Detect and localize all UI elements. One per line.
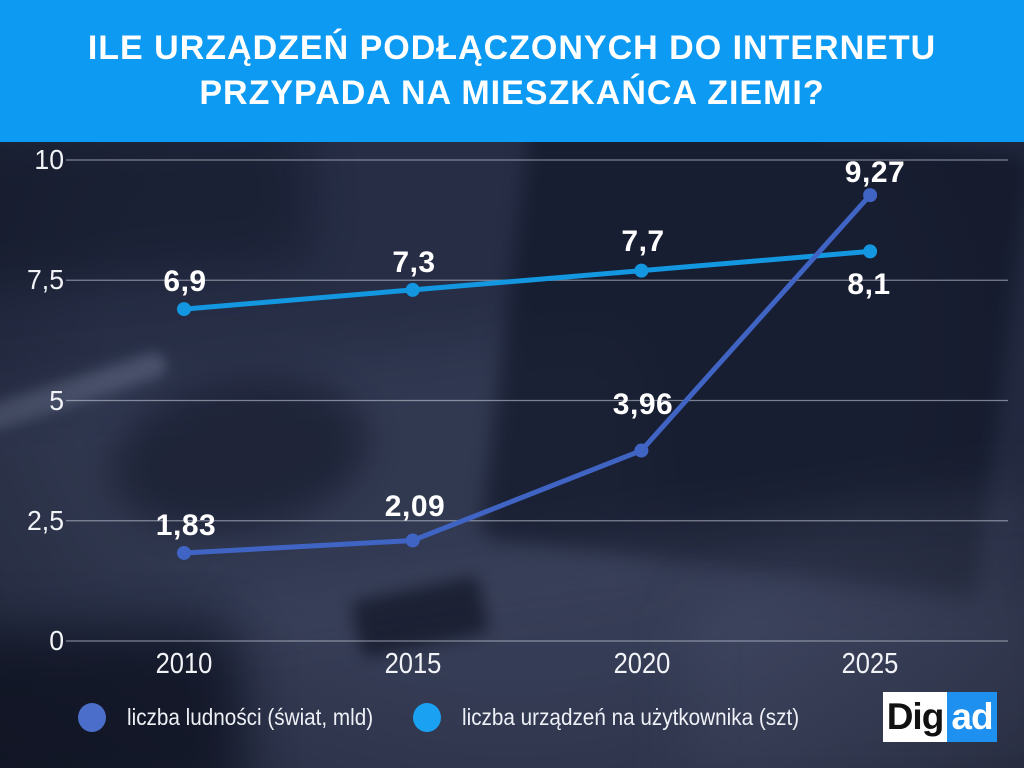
x-label-2025: 2025: [841, 648, 899, 680]
background-shadow-bottom-left: [0, 630, 240, 768]
digad-logo: Dig ad: [883, 692, 997, 742]
point-label-6-9: 6,9: [163, 265, 207, 298]
y-tick-10: 10: [34, 144, 64, 175]
point-label-8-1: 8,1: [847, 268, 891, 301]
x-label-2015: 2015: [384, 648, 442, 680]
y-tick-2-5: 2,5: [27, 505, 64, 536]
data-point-series-1-2020[interactable]: [634, 263, 649, 278]
legend-marker-devices-icon: [413, 703, 441, 732]
x-label-2010: 2010: [155, 648, 213, 680]
point-label-3-96: 3,96: [612, 388, 674, 421]
chart-title-line-2: PRZYPADA NA MIESZKAŃCA ZIEMI?: [199, 74, 825, 112]
data-point-series-1-2010[interactable]: [177, 302, 191, 317]
data-point-series-1-2025[interactable]: [863, 244, 878, 259]
series-line-0: [181, 192, 873, 556]
point-label-1-83: 1,83: [155, 509, 217, 542]
digad-logo-ad: ad: [947, 692, 997, 742]
series-line-1: [181, 248, 873, 312]
x-label-2020: 2020: [613, 648, 671, 680]
data-point-series-0-2010[interactable]: [177, 545, 191, 560]
point-label-9-27: 9,27: [844, 156, 906, 189]
legend-label-devices: liczba urządzeń na użytkownika (szt): [462, 704, 800, 730]
point-label-2-09: 2,09: [384, 490, 446, 523]
legend-marker-population-icon: [78, 703, 106, 732]
data-point-series-0-2025[interactable]: [863, 188, 878, 203]
y-tick-5: 5: [49, 385, 64, 416]
data-point-series-0-2020[interactable]: [634, 443, 649, 458]
chart-title-line-1: ILE URZĄDZEŃ PODŁĄCZONYCH DO INTERNETU: [87, 29, 937, 67]
y-tick-7-5: 7,5: [27, 264, 64, 295]
legend-label-population: liczba ludności (świat, mld): [127, 704, 374, 730]
digad-logo-dig: Dig: [883, 692, 947, 742]
data-point-series-0-2015[interactable]: [405, 533, 420, 548]
y-tick-0: 0: [49, 625, 64, 656]
point-label-7-7: 7,7: [621, 225, 665, 258]
point-label-7-3: 7,3: [392, 246, 436, 279]
header-band: ILE URZĄDZEŃ PODŁĄCZONYCH DO INTERNETU P…: [0, 0, 1024, 142]
data-point-series-1-2015[interactable]: [405, 282, 420, 297]
